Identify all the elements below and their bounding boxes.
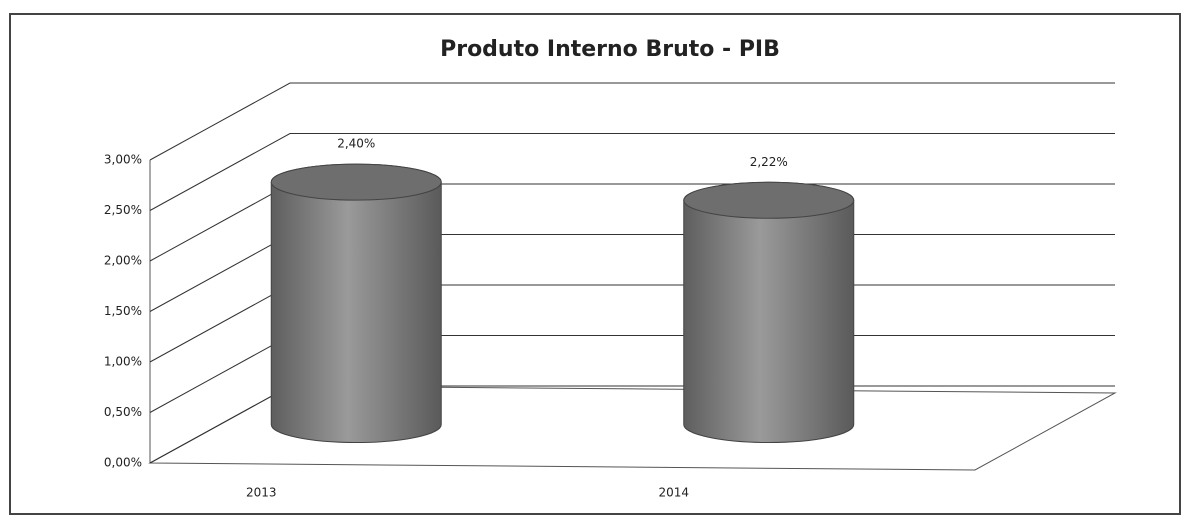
cylinder: [683, 181, 855, 443]
cylinder-top: [270, 163, 442, 201]
y-tick-label: 2,50%: [104, 203, 142, 217]
x-tick-label: 2013: [246, 486, 277, 500]
chart-frame: [9, 13, 1181, 515]
y-tick-label: 2,00%: [104, 254, 142, 268]
y-tick-label: 1,50%: [104, 304, 142, 318]
chart-title: Produto Interno Bruto - PIB: [440, 37, 780, 62]
y-tick-label: 1,00%: [104, 355, 142, 369]
y-tick-label: 3,00%: [104, 153, 142, 167]
x-tick-label: 2014: [658, 486, 689, 500]
value-label: 2,22%: [750, 155, 788, 169]
grid-line: [149, 133, 1115, 211]
cylinder-top: [683, 181, 855, 219]
value-label: 2,40%: [337, 137, 375, 151]
y-tick-label: 0,50%: [104, 405, 142, 419]
cylinder: [270, 163, 442, 443]
y-tick-label: 0,00%: [104, 456, 142, 470]
grid-line: [149, 82, 1115, 161]
